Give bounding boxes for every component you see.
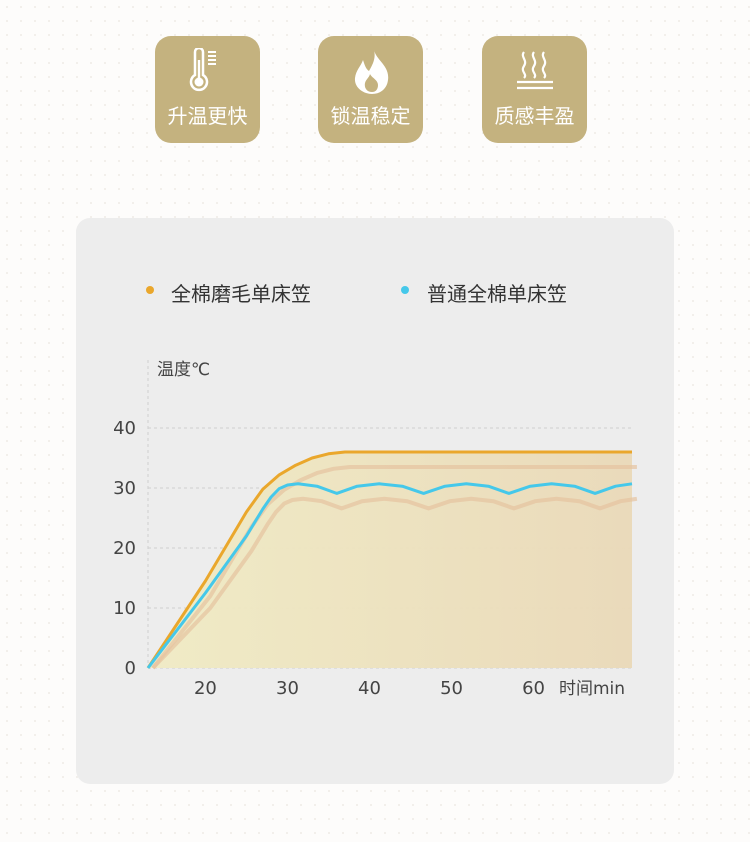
- x-tick-label: 50: [440, 678, 463, 699]
- x-axis-label: 时间min: [559, 679, 625, 699]
- feature-label: 质感丰盈: [494, 104, 575, 128]
- x-tick-label: 60: [522, 678, 545, 699]
- legend-label-brushed: 全棉磨毛单床笠: [171, 282, 311, 306]
- series-line-brushed: [146, 450, 632, 669]
- y-tick-label: 20: [113, 538, 136, 559]
- series-line-regular: [146, 482, 633, 669]
- y-tick-label: 40: [113, 418, 136, 439]
- legend-marker-regular: [401, 286, 409, 294]
- series-shadow-line: [151, 496, 638, 670]
- y-tick-label: 30: [113, 478, 136, 499]
- feature-label: 锁温稳定: [330, 104, 411, 128]
- thermometer-icon: [189, 48, 216, 92]
- x-tick-label: 20: [194, 678, 217, 699]
- feature-tile-stable-temperature: 锁温稳定: [318, 36, 423, 143]
- feature-tile-rich-texture: 质感丰盈: [482, 36, 587, 143]
- flame-icon: [354, 50, 389, 94]
- y-axis-label: 温度℃: [157, 360, 210, 380]
- y-tick-label: 10: [113, 598, 136, 619]
- y-tick-label: 0: [125, 658, 136, 679]
- feature-tile-faster-heating: 升温更快: [155, 36, 260, 143]
- x-tick-label: 30: [276, 678, 299, 699]
- legend-label-regular: 普通全棉单床笠: [427, 282, 567, 306]
- legend-marker-brushed: [146, 286, 154, 294]
- x-tick-label: 40: [358, 678, 381, 699]
- feature-label: 升温更快: [167, 104, 248, 128]
- steam-icon: [517, 51, 553, 90]
